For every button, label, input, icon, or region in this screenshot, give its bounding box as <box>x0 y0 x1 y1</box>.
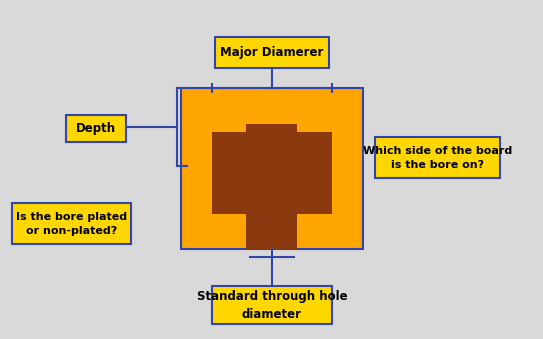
FancyBboxPatch shape <box>212 286 332 324</box>
FancyBboxPatch shape <box>247 124 298 249</box>
Text: Major Diamerer: Major Diamerer <box>220 46 324 59</box>
FancyBboxPatch shape <box>215 37 329 68</box>
FancyBboxPatch shape <box>12 203 131 244</box>
FancyBboxPatch shape <box>212 132 332 214</box>
FancyBboxPatch shape <box>66 115 125 142</box>
Text: Which side of the board
is the bore on?: Which side of the board is the bore on? <box>363 146 512 170</box>
FancyBboxPatch shape <box>375 137 500 178</box>
FancyBboxPatch shape <box>181 88 363 249</box>
Text: Depth: Depth <box>75 122 116 135</box>
Text: Standard through hole
diameter: Standard through hole diameter <box>197 290 347 321</box>
Text: SIERRA
CIRCUITS: SIERRA CIRCUITS <box>193 135 351 204</box>
Text: Is the bore plated
or non-plated?: Is the bore plated or non-plated? <box>16 212 127 236</box>
